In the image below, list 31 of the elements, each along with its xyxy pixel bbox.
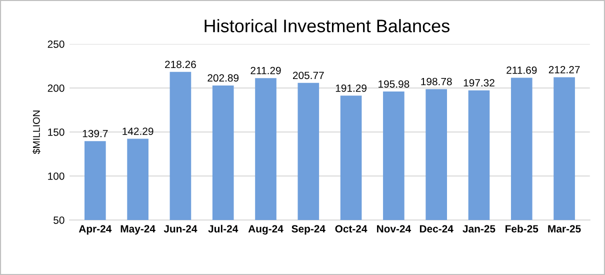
x-tick-label: Mar-25 [548,225,581,233]
y-tick-label: 100 [48,172,64,180]
chart-title: Historical Investment Balances [204,19,450,32]
data-label: 142.29 [122,128,154,135]
x-tick-label: Dec-24 [420,225,454,233]
x-tick-label: Apr-24 [78,225,112,235]
x-tick-label: Feb-25 [506,224,538,233]
data-label: 211.69 [506,66,537,74]
y-tick-label: 200 [48,84,64,92]
x-tick-label: May-24 [120,225,156,235]
data-label: 212.27 [548,66,580,74]
x-tick-label: Oct-24 [335,225,368,233]
x-tick-label: Jan-25 [462,225,496,233]
y-tick-label: 50 [54,216,64,224]
data-label: 202.89 [208,74,239,82]
y-axis-title: $MILLION [32,110,40,154]
data-label: 205.77 [292,72,324,80]
y-tick-label: 250 [48,40,64,48]
x-tick-label: Nov-24 [377,225,412,233]
x-tick-label: Jul-24 [208,224,238,233]
data-label: 139.7 [82,130,108,138]
data-label: 191.29 [336,84,366,92]
data-label: 211.29 [250,66,281,74]
x-tick-label: Sep-24 [292,225,326,235]
data-label: 198.78 [421,78,452,86]
x-tick-label: Aug-24 [248,225,284,235]
data-label: 195.98 [378,80,410,88]
data-label: 197.32 [464,79,494,87]
data-label: 218.26 [165,60,196,68]
x-tick-label: Jun-24 [164,225,198,233]
y-tick-label: 150 [48,128,64,136]
